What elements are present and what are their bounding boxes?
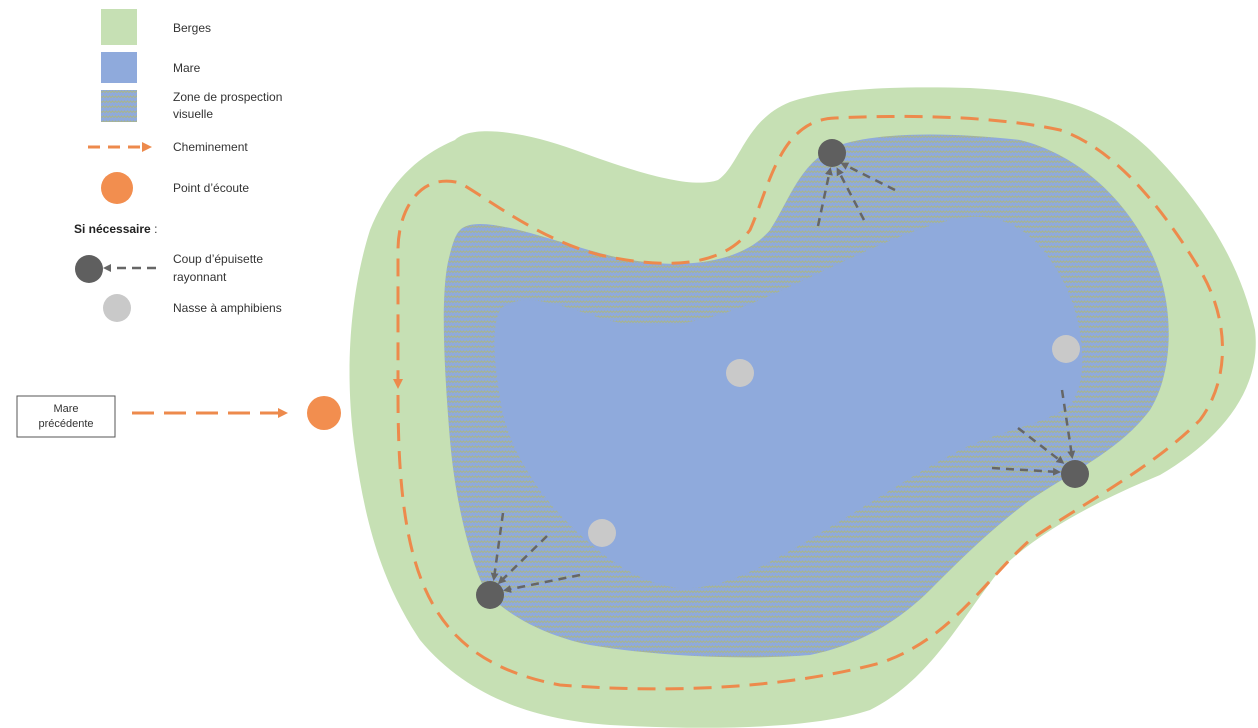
epuisette-arrow [490,512,505,581]
point-ecoute [307,396,341,430]
epuisette-station-top [816,139,896,227]
epuisette-arrow [503,573,581,593]
legend: Berges Mare Zone de prospection visuelle… [74,9,282,322]
legend-epuisette-swatch [75,255,103,283]
epuisette-station-right [991,389,1089,488]
epuisette-point [1061,460,1089,488]
epuisette-arrow [840,162,896,192]
legend-coup-label-line2: rayonnant [173,270,227,284]
epuisette-arrow [991,466,1061,476]
legend-point-ecoute-label: Point d’écoute [173,181,249,195]
epuisette-point [476,581,504,609]
legend-zone-swatch [101,90,137,122]
legend-zone-label-line1: Zone de prospection [173,90,282,104]
legend-mare-label: Mare [173,61,201,75]
legend-coup-label-line1: Coup d’épuisette [173,252,263,266]
legend-si-necessaire: Si nécessaire : [74,222,157,236]
legend-berges-swatch [101,9,137,45]
mare-precedente-line1: Mare [53,403,78,415]
legend-si-necessaire-bold: Si nécessaire [74,222,151,236]
epuisette-arrow [816,167,833,227]
legend-point-ecoute-swatch [101,172,133,204]
epuisette-station-bottom-left [476,512,581,609]
mare-precedente-frame [16,395,116,438]
nasse-2 [1052,335,1080,363]
legend-zone-label-line2: visuelle [173,107,213,121]
epuisette-arrow [497,535,548,585]
legend-nasse-label: Nasse à amphibiens [173,301,282,315]
legend-nasse-swatch [103,294,131,322]
mare-water-area [494,216,1083,589]
legend-berges-label: Berges [173,21,211,35]
legend-cheminement-label: Cheminement [173,140,248,154]
nasse-1 [726,359,754,387]
mare-precedente-box: Mare précédente [16,395,116,438]
epuisette-point [818,139,846,167]
legend-mare-swatch [101,52,137,83]
mare-precedente-line2: précédente [38,418,93,430]
nasse-3 [588,519,616,547]
cheminement-path [393,114,1224,691]
epuisette-arrow [836,167,866,221]
legend-si-necessaire-colon: : [151,222,158,236]
epuisette-arrow [1017,427,1065,464]
epuisette-arrow [1060,389,1076,459]
